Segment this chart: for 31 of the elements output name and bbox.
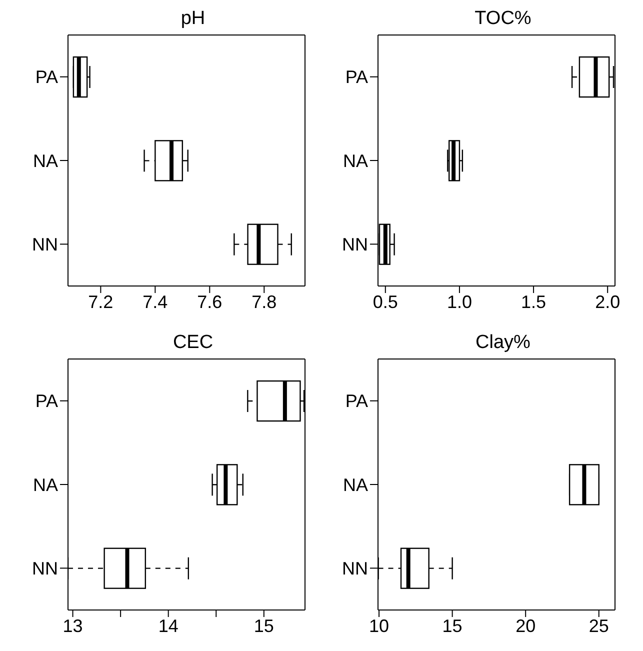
y-tick-label: PA (35, 391, 58, 412)
x-tick-label: 2.0 (595, 292, 620, 312)
y-tick-label: NA (342, 150, 368, 171)
y-tick-label: PA (345, 391, 368, 412)
chart-title: Clay% (474, 332, 532, 355)
x-tick-label: 7.6 (197, 292, 222, 312)
y-tick-label: NN (32, 234, 58, 255)
y-tick-label: NA (32, 474, 58, 495)
x-tick-label: 7.2 (88, 292, 114, 312)
x-tick-label: 13 (62, 616, 83, 636)
x-tick-label: 10 (369, 616, 390, 636)
x-tick-label: 15 (442, 616, 462, 636)
y-tick-label: PA (35, 67, 58, 88)
y-tick-label: NN (342, 558, 368, 579)
y-tick-label: NN (342, 234, 368, 255)
x-tick-label: 7.8 (252, 292, 277, 312)
chart-title: pH (180, 8, 206, 31)
x-tick-label: 25 (588, 616, 609, 636)
y-tick-label: PA (345, 67, 368, 88)
chart-title: CEC (172, 332, 214, 355)
x-tick-label: 1.0 (446, 292, 472, 312)
y-tick-label: NN (32, 558, 58, 579)
x-tick-label: 1.5 (521, 292, 546, 312)
x-tick-label: 7.4 (142, 292, 168, 312)
x-tick-label: 0.5 (372, 292, 398, 312)
x-tick-label: 15 (254, 616, 274, 636)
x-tick-label: 14 (158, 616, 178, 636)
y-tick-label: NA (32, 150, 58, 171)
y-tick-label: NA (342, 474, 368, 495)
x-tick-label: 20 (516, 616, 536, 636)
chart-title: TOC% (474, 8, 532, 31)
